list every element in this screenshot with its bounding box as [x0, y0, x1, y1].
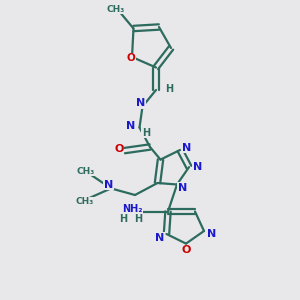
- Text: CH₃: CH₃: [106, 4, 124, 14]
- Text: N: N: [207, 229, 216, 239]
- Text: H: H: [134, 214, 142, 224]
- Text: O: O: [114, 144, 124, 154]
- Text: N: N: [126, 121, 135, 131]
- Text: NH₂: NH₂: [122, 203, 143, 214]
- Text: N: N: [182, 142, 191, 153]
- Text: N: N: [104, 180, 113, 190]
- Text: N: N: [178, 183, 187, 193]
- Text: O: O: [181, 245, 191, 255]
- Text: N: N: [136, 98, 146, 109]
- Text: O: O: [126, 53, 135, 64]
- Text: N: N: [155, 232, 164, 243]
- Text: H: H: [119, 214, 127, 224]
- Text: H: H: [165, 83, 174, 94]
- Text: CH₃: CH₃: [76, 197, 94, 206]
- Text: H: H: [142, 128, 150, 138]
- Text: CH₃: CH₃: [77, 167, 95, 176]
- Text: N: N: [193, 162, 202, 172]
